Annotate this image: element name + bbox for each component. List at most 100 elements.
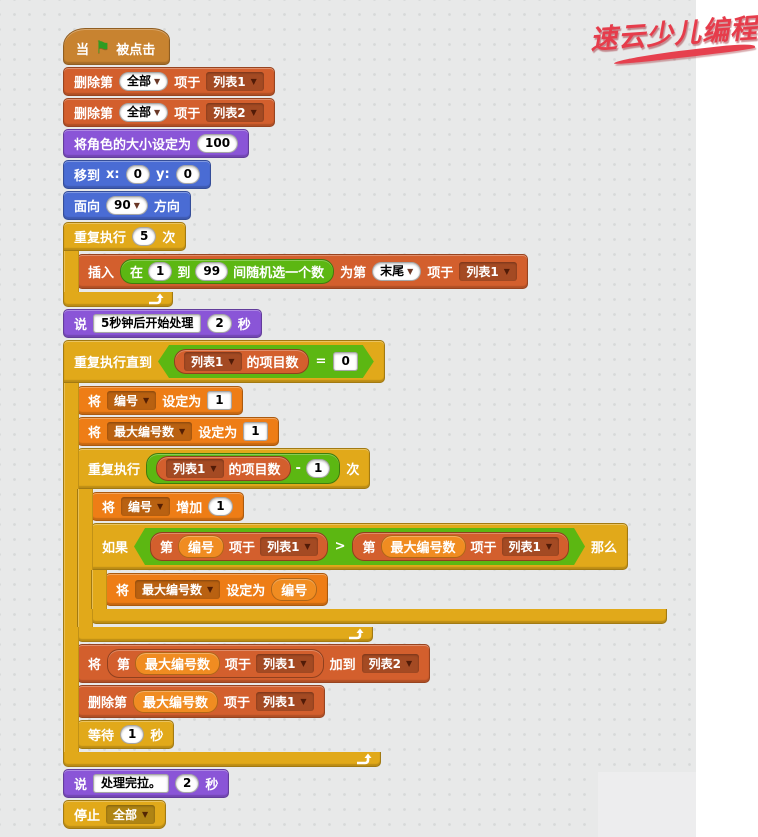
if-header[interactable]: 如果 第 编号 项于 列表1 ▼ <box>91 523 629 570</box>
equals-value-input[interactable]: 0 <box>333 352 357 371</box>
of-label: 项于 <box>174 107 201 122</box>
equals-condition[interactable]: 列表1 ▼ 的项目数 = 0 <box>158 345 374 378</box>
say-text-input[interactable]: 5秒钟后开始处理 <box>93 314 202 333</box>
say-secs-input[interactable]: 2 <box>175 774 200 793</box>
list-dropdown[interactable]: 列表1 ▼ <box>256 654 314 673</box>
variable-reporter[interactable]: 编号 <box>271 578 318 601</box>
list-dropdown[interactable]: 列表2 ▼ <box>206 103 264 122</box>
repeat-n-header[interactable]: 重复执行 列表1 ▼ 的项目数 - 1 <box>77 448 371 489</box>
value-input[interactable]: 1 <box>243 422 268 441</box>
say-text-input[interactable]: 处理完拉。 <box>93 774 170 793</box>
say-secs-input[interactable]: 2 <box>207 314 232 333</box>
list-dropdown[interactable]: 列表1 ▼ <box>184 352 242 371</box>
list-dropdown[interactable]: 列表1 ▼ <box>256 692 314 711</box>
variable-reporter[interactable]: 最大编号数 <box>133 690 219 713</box>
delete-max-block[interactable]: 删除第 最大编号数 项于 列表1 ▼ <box>77 685 325 718</box>
variable-dropdown[interactable]: 最大编号数 ▼ <box>107 422 193 441</box>
list-dropdown[interactable]: 列表1 ▼ <box>260 537 318 556</box>
variable-dropdown[interactable]: 最大编号数 ▼ <box>135 580 221 599</box>
variable-dropdown[interactable]: 编号 ▼ <box>121 497 171 516</box>
direction-value: 90 <box>114 198 131 212</box>
value-input[interactable]: 1 <box>208 497 233 516</box>
by-label: 增加 <box>176 501 203 516</box>
wait-secs-input[interactable]: 1 <box>120 725 145 744</box>
repeat-label: 重复执行 <box>88 463 141 478</box>
hat-clicked-label: 被点击 <box>116 43 156 58</box>
change-index-block[interactable]: 将 编号 ▼ 增加 1 <box>91 492 244 521</box>
of-label: 项于 <box>229 541 256 556</box>
of-label: 项于 <box>174 76 201 91</box>
subtract-reporter[interactable]: 列表1 ▼ 的项目数 - 1 <box>146 453 341 484</box>
subtract-value-input[interactable]: 1 <box>305 459 331 478</box>
at-label: 为第 <box>340 266 367 281</box>
variable-value: 最大编号数 <box>114 425 175 439</box>
repeat-5-header[interactable]: 重复执行 5 次 <box>63 222 187 251</box>
length-suffix: 的项目数 <box>228 463 281 478</box>
list-value: 列表1 <box>466 265 499 279</box>
length-of-list-reporter[interactable]: 列表1 ▼ 的项目数 <box>156 456 291 481</box>
repeat-5-footer[interactable] <box>63 292 173 307</box>
chevron-down-icon: ▼ <box>405 658 413 668</box>
delete-label: 删除第 <box>74 76 114 91</box>
say-done-block[interactable]: 说 处理完拉。 2 秒 <box>63 769 230 798</box>
repeat-5-block: 重复执行 5 次 插入 在 1 到 99 间随机选一个数 为第 <box>63 222 528 307</box>
set-max-block[interactable]: 将 最大编号数 ▼ 设定为 1 <box>77 417 279 446</box>
say-start-block[interactable]: 说 5秒钟后开始处理 2 秒 <box>63 309 262 338</box>
size-input[interactable]: 100 <box>197 134 239 153</box>
rand-to-input[interactable]: 99 <box>195 262 229 281</box>
add-to-list-block[interactable]: 将 第 最大编号数 项于 列表1 ▼ 加到 列表2 ▼ <box>77 644 431 683</box>
delete-label: 删除第 <box>88 696 128 711</box>
greater-condition[interactable]: 第 编号 项于 列表1 ▼ > <box>134 528 585 565</box>
rand-to-label: 到 <box>177 266 191 281</box>
hat-when-label: 当 <box>76 43 90 58</box>
list-dropdown[interactable]: 列表1 ▼ <box>459 262 517 281</box>
point-direction-block[interactable]: 面向 90 ▼ 方向 <box>63 191 191 220</box>
delete-of-list1-block[interactable]: 删除第 全部 ▼ 项于 列表1 ▼ <box>63 67 275 96</box>
variable-reporter[interactable]: 最大编号数 <box>381 535 466 558</box>
y-input[interactable]: 0 <box>175 165 201 184</box>
direction-dropdown[interactable]: 90 ▼ <box>106 196 148 215</box>
list-dropdown[interactable]: 列表1 ▼ <box>166 459 224 478</box>
rand-from-input[interactable]: 1 <box>148 262 173 281</box>
chevron-down-icon: ▼ <box>300 658 307 668</box>
item-of-list-reporter[interactable]: 第 编号 项于 列表1 ▼ <box>150 532 328 561</box>
chevron-down-icon: ▼ <box>300 696 307 706</box>
delete-of-list2-block[interactable]: 删除第 全部 ▼ 项于 列表2 ▼ <box>63 98 275 127</box>
item-of-list-reporter[interactable]: 第 最大编号数 项于 列表1 ▼ <box>352 532 569 561</box>
page-margin <box>696 0 758 837</box>
set-index-block[interactable]: 将 编号 ▼ 设定为 1 <box>77 386 243 415</box>
equals-operator: = <box>315 354 327 369</box>
repeat-n-footer[interactable] <box>77 627 373 642</box>
pick-random-reporter[interactable]: 在 1 到 99 间随机选一个数 <box>120 259 335 284</box>
length-of-list-reporter[interactable]: 列表1 ▼ 的项目数 <box>174 349 309 374</box>
times-input[interactable]: 5 <box>132 227 157 246</box>
repeat-until-header[interactable]: 重复执行直到 列表1 ▼ 的项目数 = 0 <box>63 340 385 383</box>
value-input[interactable]: 1 <box>207 391 232 410</box>
variable-dropdown[interactable]: 编号 ▼ <box>107 391 157 410</box>
repeat-n-body: 将 编号 ▼ 增加 1 如果 <box>77 489 667 627</box>
variable-reporter[interactable]: 编号 <box>178 535 224 558</box>
when-flag-clicked-block[interactable]: 当 ⚑ 被点击 <box>63 28 171 65</box>
stop-block[interactable]: 停止 全部 ▼ <box>63 800 167 829</box>
x-input[interactable]: 0 <box>125 165 150 184</box>
repeat-until-footer[interactable] <box>63 752 381 767</box>
repeat-until-body: 将 编号 ▼ 设定为 1 将 最大编号数 ▼ 设定为 1 <box>63 383 667 752</box>
chevron-down-icon: ▼ <box>154 107 161 117</box>
go-to-xy-block[interactable]: 移到 x: 0 y: 0 <box>63 160 212 189</box>
item-of-list-reporter[interactable]: 第 最大编号数 项于 列表1 ▼ <box>107 649 324 678</box>
list-dropdown[interactable]: 列表1 ▼ <box>206 72 264 91</box>
wait-block[interactable]: 等待 1 秒 <box>77 720 175 749</box>
index-dropdown[interactable]: 全部 ▼ <box>119 72 169 91</box>
index-value: 全部 <box>127 74 152 88</box>
set-size-block[interactable]: 将角色的大小设定为 100 <box>63 129 250 158</box>
variable-reporter[interactable]: 最大编号数 <box>135 652 221 675</box>
stop-option-dropdown[interactable]: 全部 ▼ <box>106 805 156 824</box>
index-dropdown[interactable]: 全部 ▼ <box>119 103 169 122</box>
set-max-to-index-block[interactable]: 将 最大编号数 ▼ 设定为 编号 <box>105 573 329 606</box>
greater-operator: > <box>334 539 346 554</box>
if-footer[interactable] <box>91 609 667 624</box>
list-dropdown[interactable]: 列表2 ▼ <box>361 654 420 673</box>
list-dropdown[interactable]: 列表1 ▼ <box>502 537 560 556</box>
position-dropdown[interactable]: 末尾 ▼ <box>372 262 422 281</box>
insert-random-block[interactable]: 插入 在 1 到 99 间随机选一个数 为第 末尾 ▼ 项于 <box>77 254 528 289</box>
